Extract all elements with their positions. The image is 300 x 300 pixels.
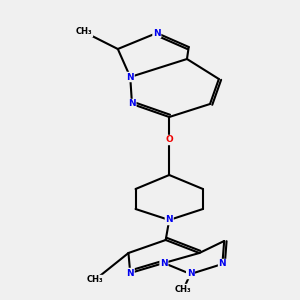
Text: CH₃: CH₃ [76,28,92,37]
Text: N: N [219,260,226,268]
Text: N: N [128,100,136,109]
Text: N: N [187,269,194,278]
Text: N: N [165,215,173,224]
Text: N: N [126,268,134,278]
Text: CH₃: CH₃ [86,275,103,284]
Text: N: N [160,259,168,268]
Text: O: O [165,136,173,145]
Text: CH₃: CH₃ [175,284,192,293]
Text: N: N [153,28,160,38]
Text: N: N [126,73,134,82]
